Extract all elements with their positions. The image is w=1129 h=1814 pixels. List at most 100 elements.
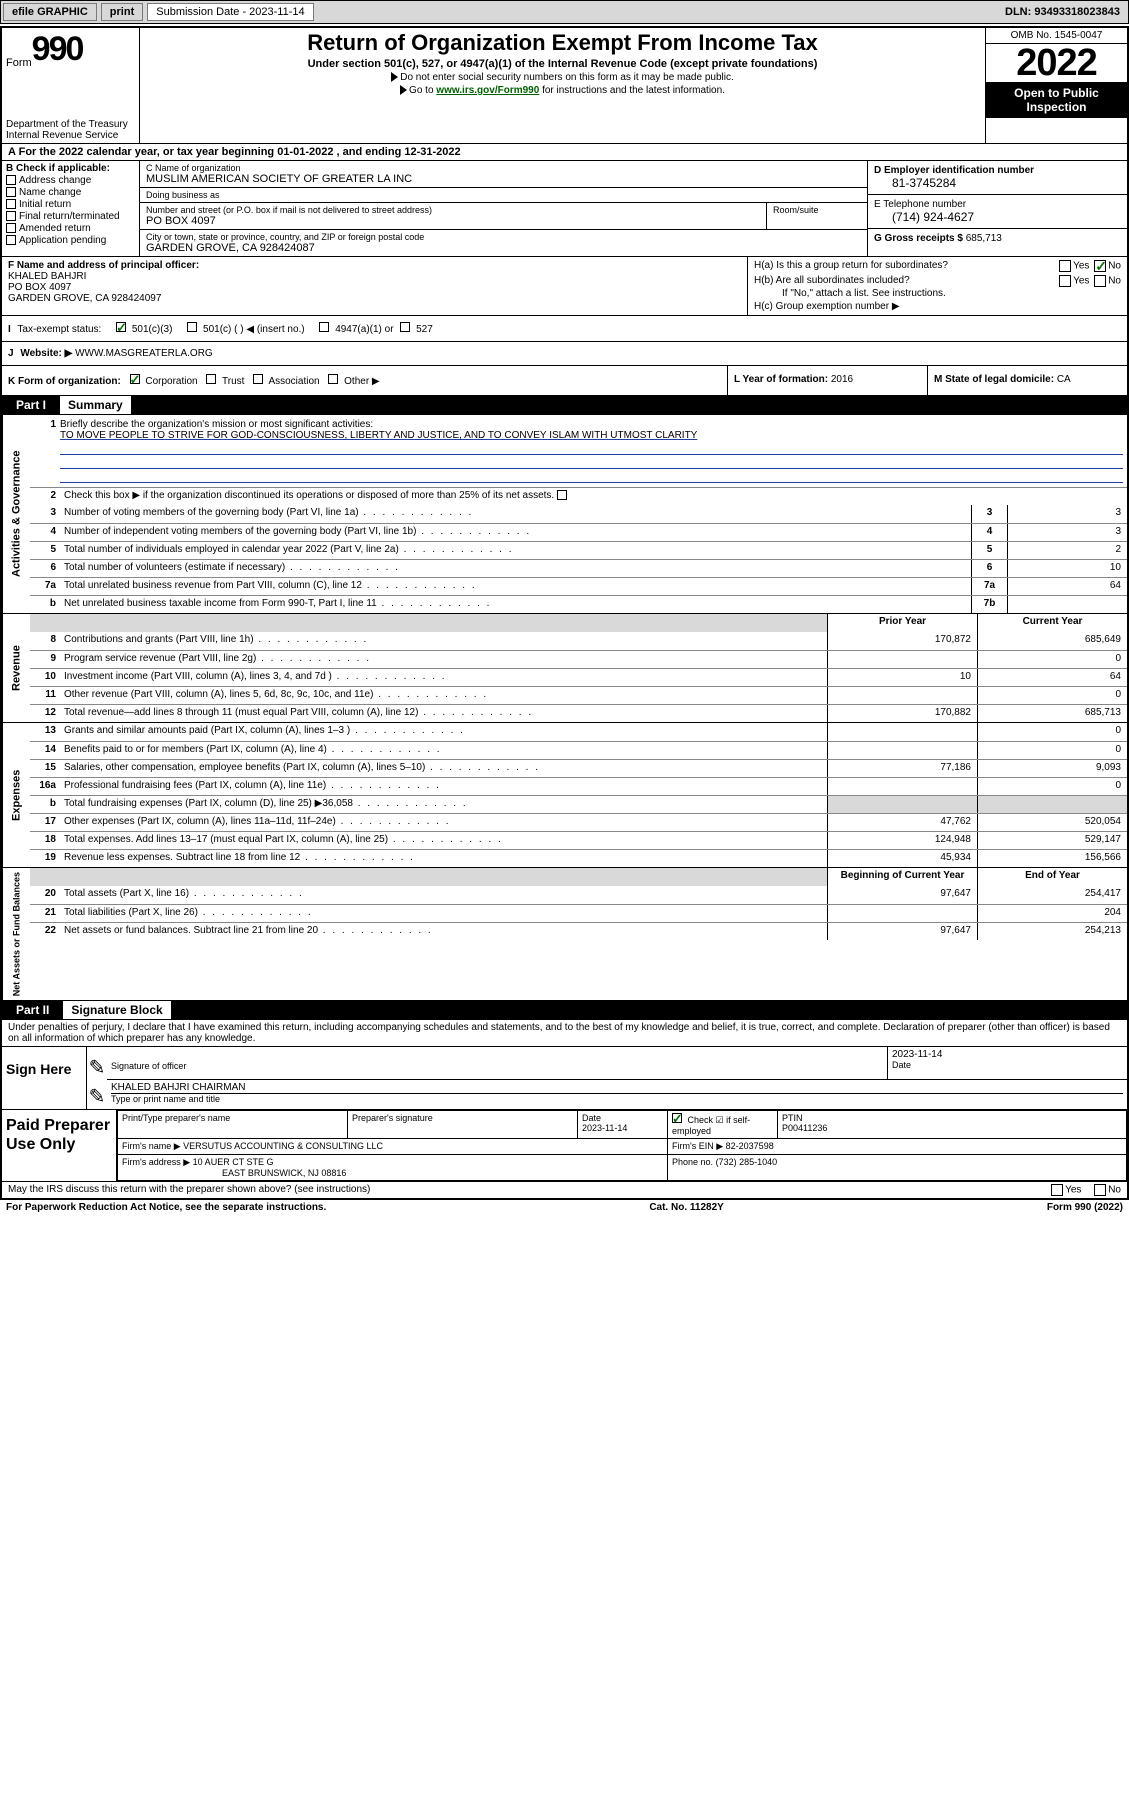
gov-row: 3 Number of voting members of the govern… — [30, 505, 1127, 523]
prep-selfemp[interactable]: Check ☑ if self-employedCheck ☑ if self-… — [668, 1111, 778, 1139]
row-h: H(a) Is this a group return for subordin… — [747, 257, 1127, 315]
footer-right: Form 990 (2022) — [1047, 1202, 1123, 1213]
hb-yes[interactable] — [1059, 275, 1071, 287]
row-klm: K Form of organization: Corporation Trus… — [2, 365, 1127, 395]
sign-here-row: Sign Here ✎ Signature of officer 2023-11… — [2, 1046, 1127, 1109]
efile-button[interactable]: efile GRAPHIC — [3, 3, 97, 21]
row-a: A For the 2022 calendar year, or tax yea… — [2, 143, 1127, 160]
ha-no[interactable] — [1094, 260, 1106, 272]
hc-label: H(c) Group exemption number ▶ — [754, 301, 1121, 312]
header-row: Form 990 Department of the Treasury Inte… — [2, 28, 1127, 143]
preparer-row: Paid Preparer Use Only Print/Type prepar… — [2, 1109, 1127, 1181]
form-subtitle: Under section 501(c), 527, or 4947(a)(1)… — [146, 58, 979, 70]
header-middle: Return of Organization Exempt From Incom… — [140, 28, 985, 143]
tax-year: 2022 — [986, 44, 1127, 82]
chk-other[interactable] — [328, 374, 338, 384]
firm-addr1: 10 AUER CT STE G — [193, 1157, 274, 1167]
chk-527[interactable] — [400, 322, 410, 332]
chk-initial-return[interactable]: Initial return — [6, 199, 135, 210]
gross-label: G Gross receipts $ — [874, 233, 963, 244]
row-j: J Website: ▶ WWW.MASGREATERLA.ORG — [2, 341, 1127, 365]
row-k: K Form of organization: Corporation Trus… — [2, 366, 727, 395]
q1-label: Briefly describe the organization's miss… — [60, 419, 1123, 430]
chk-discontinued[interactable] — [557, 490, 567, 500]
form-note1: Do not enter social security numbers on … — [146, 72, 979, 83]
table-row: 8 Contributions and grants (Part VIII, l… — [30, 632, 1127, 650]
ha-yes[interactable] — [1059, 260, 1071, 272]
hb-no[interactable] — [1094, 275, 1106, 287]
form-title: Return of Organization Exempt From Incom… — [146, 30, 979, 56]
net-tab: Net Assets or Fund Balances — [2, 868, 30, 1000]
chk-final-return[interactable]: Final return/terminated — [6, 211, 135, 222]
chk-assoc[interactable] — [253, 374, 263, 384]
footer-mid: Cat. No. 11282Y — [649, 1202, 723, 1213]
table-row: 21 Total liabilities (Part X, line 26) 2… — [30, 904, 1127, 922]
dept-treasury: Department of the Treasury Internal Reve… — [6, 119, 135, 141]
may-yes[interactable] — [1051, 1184, 1063, 1196]
footer: For Paperwork Reduction Act Notice, see … — [0, 1200, 1129, 1215]
may-no[interactable] — [1094, 1184, 1106, 1196]
table-row: 11 Other revenue (Part VIII, column (A),… — [30, 686, 1127, 704]
pen-icon: ✎ — [87, 1080, 107, 1109]
chk-trust[interactable] — [206, 374, 216, 384]
addr-value: PO BOX 4097 — [146, 215, 760, 227]
dln: DLN: 93493318023843 — [997, 4, 1128, 20]
table-row: 15 Salaries, other compensation, employe… — [30, 759, 1127, 777]
room-label: Room/suite — [773, 205, 861, 215]
print-button[interactable]: print — [101, 3, 143, 21]
firm-name: VERSUTUS ACCOUNTING & CONSULTING LLC — [183, 1141, 383, 1151]
beg-year-hdr: Beginning of Current Year — [827, 868, 977, 886]
gov-tab: Activities & Governance — [2, 415, 30, 613]
chk-4947[interactable] — [319, 322, 329, 332]
part2-label: Part II — [2, 1001, 63, 1019]
col-b: B Check if applicable: Address change Na… — [2, 161, 140, 256]
form-number: 990 — [32, 30, 83, 69]
chk-501c[interactable] — [187, 322, 197, 332]
part2-header: Part II Signature Block — [2, 1000, 1127, 1019]
phone-value: (714) 924-4627 — [874, 210, 1121, 224]
rev-tab: Revenue — [2, 614, 30, 722]
chk-name-change[interactable]: Name change — [6, 187, 135, 198]
addr-label: Number and street (or P.O. box if mail i… — [146, 205, 760, 215]
gov-section: Activities & Governance 1 Briefly descri… — [2, 414, 1127, 613]
chk-application-pending[interactable]: Application pending — [6, 235, 135, 246]
gov-row: 4 Number of independent voting members o… — [30, 523, 1127, 541]
table-row: 16a Professional fundraising fees (Part … — [30, 777, 1127, 795]
firm-addr2: EAST BRUNSWICK, NJ 08816 — [122, 1168, 346, 1178]
rev-section: Revenue Prior Year Current Year 8 Contri… — [2, 613, 1127, 722]
officer-name: KHALED BAHJRI — [8, 271, 741, 282]
chk-501c3[interactable] — [116, 322, 126, 332]
form-990: Form 990 Department of the Treasury Inte… — [0, 26, 1129, 1200]
prep-name-hdr: Print/Type preparer's name — [118, 1111, 348, 1139]
hb-note: If "No," attach a list. See instructions… — [754, 288, 1121, 299]
org-name: MUSLIM AMERICAN SOCIETY OF GREATER LA IN… — [146, 173, 861, 185]
gov-row: 6 Total number of volunteers (estimate i… — [30, 559, 1127, 577]
gross-value: 685,713 — [966, 233, 1002, 244]
col-deg: D Employer identification number 81-3745… — [867, 161, 1127, 256]
open-to-public: Open to Public Inspection — [986, 82, 1127, 118]
irs-link[interactable]: www.irs.gov/Form990 — [436, 85, 539, 96]
end-year-hdr: End of Year — [977, 868, 1127, 886]
form-word: Form — [6, 57, 32, 69]
header-right: OMB No. 1545-0047 2022 Open to Public In… — [985, 28, 1127, 143]
sig-officer-label: Signature of officer — [111, 1061, 883, 1071]
chk-address-change[interactable]: Address change — [6, 175, 135, 186]
table-row: 19 Revenue less expenses. Subtract line … — [30, 849, 1127, 867]
gov-row: 7a Total unrelated business revenue from… — [30, 577, 1127, 595]
exp-section: Expenses 13 Grants and similar amounts p… — [2, 722, 1127, 867]
exp-tab: Expenses — [2, 723, 30, 867]
col-c: C Name of organization MUSLIM AMERICAN S… — [140, 161, 867, 256]
pen-icon: ✎ — [87, 1047, 107, 1080]
header-left: Form 990 Department of the Treasury Inte… — [2, 28, 140, 143]
prior-year-hdr: Prior Year — [827, 614, 977, 632]
phone-label: E Telephone number — [874, 199, 1121, 210]
firm-phone: (732) 285-1040 — [716, 1157, 778, 1167]
dba-label: Doing business as — [146, 190, 861, 200]
city-value: GARDEN GROVE, CA 928424087 — [146, 242, 861, 254]
curr-year-hdr: Current Year — [977, 614, 1127, 632]
sig-date-label: Date — [892, 1060, 1123, 1070]
chk-amended[interactable]: Amended return — [6, 223, 135, 234]
may-discuss-row: May the IRS discuss this return with the… — [2, 1181, 1127, 1198]
row-fh: F Name and address of principal officer:… — [2, 256, 1127, 315]
chk-corp[interactable] — [130, 374, 140, 384]
